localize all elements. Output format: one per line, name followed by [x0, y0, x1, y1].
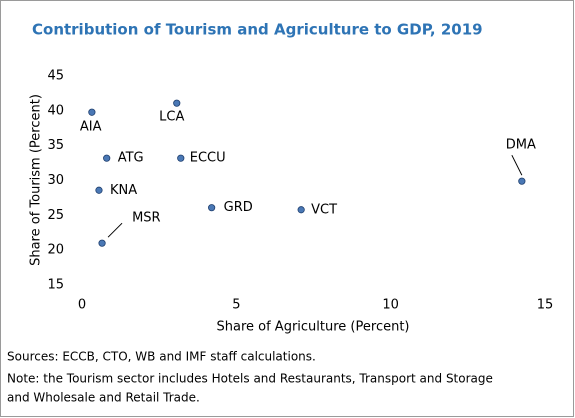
x-tick-label: 10	[382, 298, 399, 313]
point	[95, 186, 103, 194]
x-tick-label: 5	[232, 298, 240, 313]
leader-line	[511, 154, 523, 176]
point-label: ECCU	[190, 151, 226, 166]
point	[103, 154, 111, 162]
y-tick-label: 40	[47, 103, 64, 118]
y-tick-label: 30	[47, 173, 64, 188]
point	[177, 154, 185, 162]
point	[208, 204, 216, 212]
point-label: DMA	[506, 138, 536, 153]
point	[88, 108, 96, 116]
y-tick-label: 20	[47, 243, 64, 258]
point	[297, 206, 305, 214]
chart-title: Contribution of Tourism and Agriculture …	[32, 21, 483, 39]
point-label: LCA	[159, 110, 184, 125]
point	[98, 239, 106, 247]
y-tick-label: 45	[47, 69, 64, 84]
note: Note: the Tourism sector includes Hotels…	[7, 372, 493, 386]
point-label: GRD	[224, 200, 253, 215]
point-label: ATG	[118, 151, 144, 166]
y-axis-label: Share of Tourism (Percent)	[29, 94, 44, 266]
x-tick-label: 15	[537, 298, 554, 313]
x-axis-label: Share of Agriculture (Percent)	[217, 320, 410, 335]
source-note: Sources: ECCB, CTO, WB and IMF staff cal…	[7, 350, 316, 364]
leader-line	[107, 222, 123, 238]
point-label: KNA	[110, 183, 137, 198]
point-label: MSR	[132, 211, 161, 226]
point-label: AIA	[80, 120, 102, 135]
y-tick-label: 15	[47, 278, 64, 293]
point	[518, 177, 526, 185]
y-tick-label: 35	[47, 138, 64, 153]
point-label: VCT	[311, 202, 337, 217]
x-tick-label: 0	[78, 298, 86, 313]
y-tick-label: 25	[47, 208, 64, 223]
point	[173, 99, 181, 107]
note: and Wholesale and Retail Trade.	[7, 391, 200, 405]
